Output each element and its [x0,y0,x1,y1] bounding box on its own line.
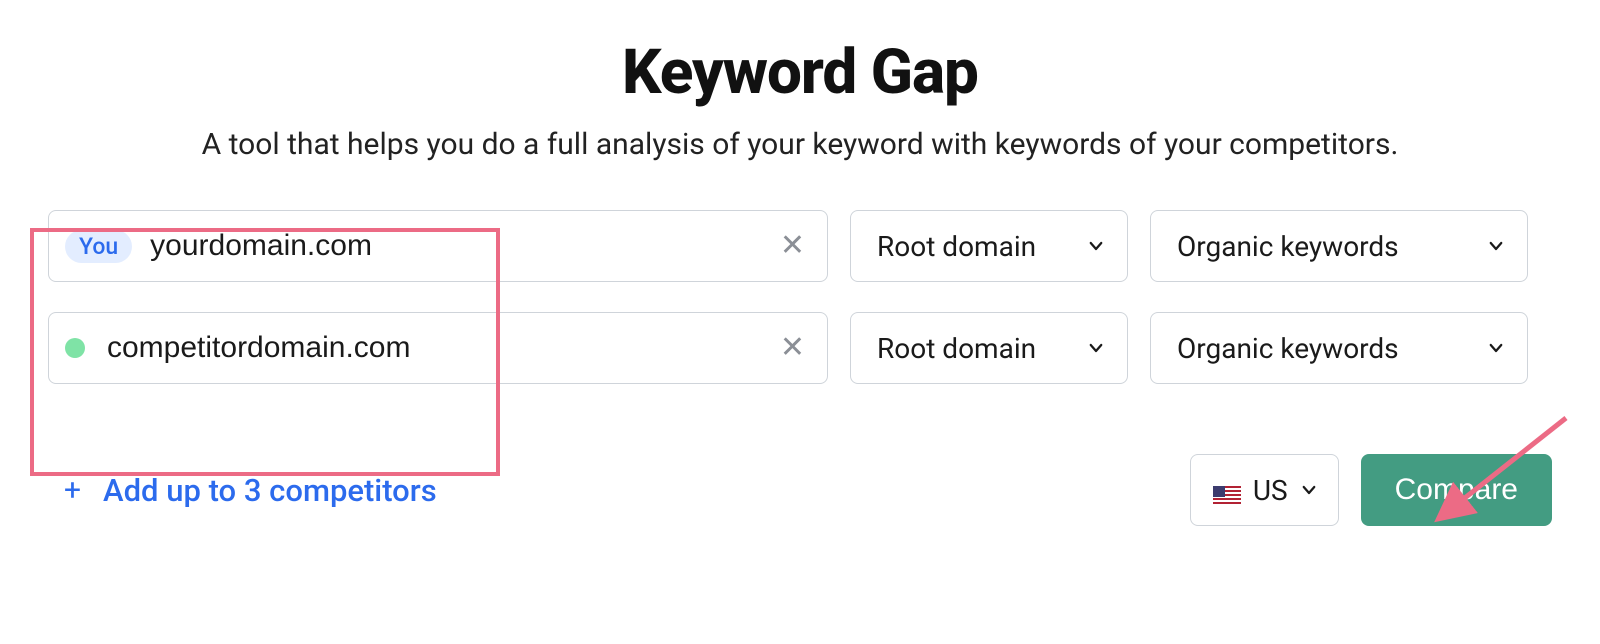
page-title: Keyword Gap [48,36,1552,109]
competitor-domain-input[interactable] [107,331,776,365]
chevron-down-icon [1300,481,1318,499]
plus-icon: + [64,473,81,508]
domain-row-you: You ✕ Root domain Organic keywords [48,210,1552,282]
country-code-label: US [1253,474,1288,507]
you-badge: You [65,230,132,263]
clear-icon[interactable]: ✕ [776,231,809,261]
us-flag-icon [1213,480,1241,500]
keyword-type-label: Organic keywords [1177,230,1399,263]
keyword-type-select-you[interactable]: Organic keywords [1150,210,1528,282]
scope-select-label: Root domain [877,332,1036,365]
keyword-gap-panel: Keyword Gap A tool that helps you do a f… [0,0,1600,644]
your-domain-field[interactable]: You ✕ [48,210,828,282]
footer-actions: US Compare [1190,454,1552,526]
clear-icon[interactable]: ✕ [776,333,809,363]
your-domain-input[interactable] [150,229,776,263]
add-competitors-link[interactable]: + Add up to 3 competitors [48,472,437,509]
scope-select-competitor[interactable]: Root domain [850,312,1128,384]
domain-row-competitor: ✕ Root domain Organic keywords [48,312,1552,384]
scope-select-you[interactable]: Root domain [850,210,1128,282]
competitor-domain-field[interactable]: ✕ [48,312,828,384]
country-select[interactable]: US [1190,454,1339,526]
competitor-color-dot [65,338,85,358]
footer-row: + Add up to 3 competitors US [48,454,1552,526]
compare-button[interactable]: Compare [1361,454,1552,526]
domain-rows: You ✕ Root domain Organic keywords [48,210,1552,384]
chevron-down-icon [1487,237,1505,255]
scope-select-label: Root domain [877,230,1036,263]
chevron-down-icon [1487,339,1505,357]
add-competitors-label: Add up to 3 competitors [103,472,437,509]
page-subtitle: A tool that helps you do a full analysis… [48,127,1552,162]
chevron-down-icon [1087,339,1105,357]
chevron-down-icon [1087,237,1105,255]
keyword-type-label: Organic keywords [1177,332,1399,365]
keyword-type-select-competitor[interactable]: Organic keywords [1150,312,1528,384]
